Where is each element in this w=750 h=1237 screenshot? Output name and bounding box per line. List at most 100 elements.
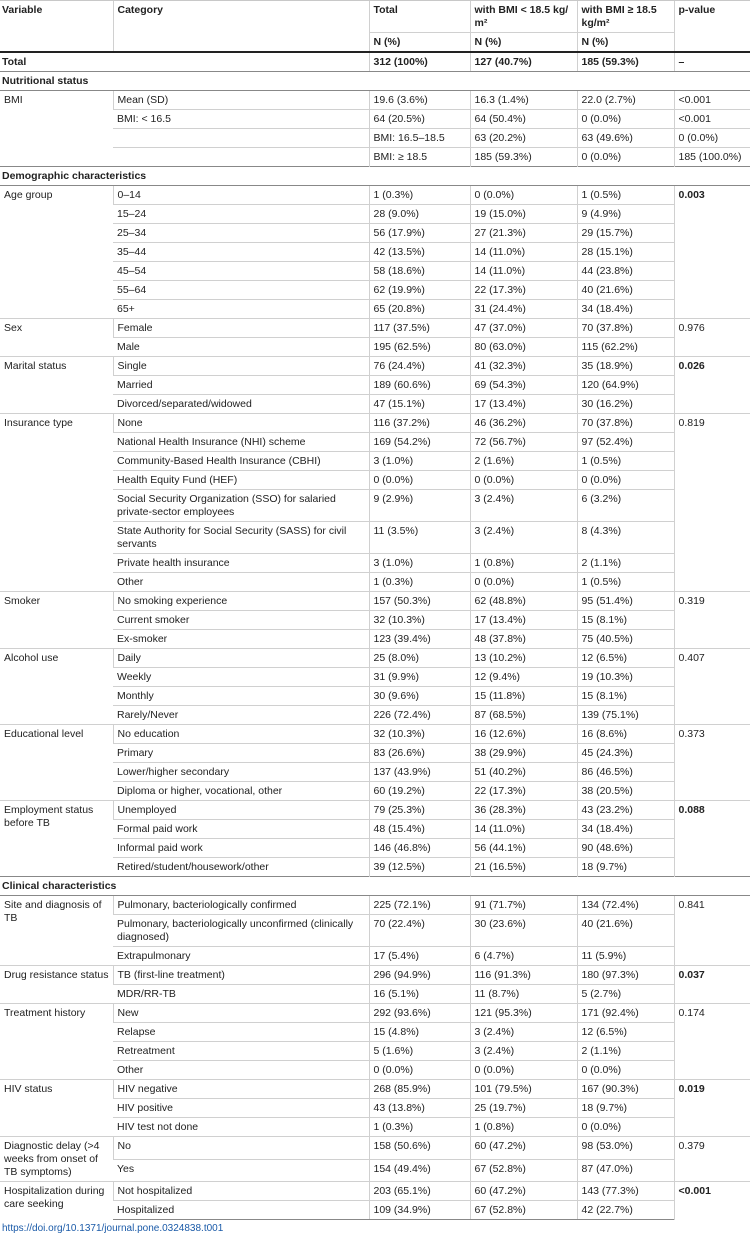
category-cell: Other	[113, 1060, 369, 1080]
bmi-low-cell: 38 (29.9%)	[469, 743, 577, 763]
bmi-high-cell: 40 (21.6%)	[576, 280, 674, 300]
total-cell: 268 (85.9%)	[368, 1079, 470, 1099]
bmi-low-cell: 47 (37.0%)	[469, 318, 577, 338]
table-row: 35–44 42 (13.5%) 14 (11.0%) 28 (15.1%)	[0, 242, 750, 262]
table-row: Weekly 31 (9.9%) 12 (9.4%) 19 (10.3%)	[0, 667, 750, 687]
category-cell: Weekly	[113, 667, 369, 687]
bmi-low-cell: 27 (21.3%)	[469, 223, 577, 243]
bmi-high-cell: 180 (97.3%)	[576, 965, 674, 985]
bmi-low-cell: 116 (91.3%)	[469, 965, 577, 985]
doi-link[interactable]: https://doi.org/10.1371/journal.pone.032…	[2, 1223, 224, 1234]
category-cell: Health Equity Fund (HEF)	[113, 470, 369, 490]
bmi-high-cell: 120 (64.9%)	[576, 375, 674, 395]
header-n-pct: N (%)	[469, 32, 577, 52]
table-row: Rarely/Never 226 (72.4%) 87 (68.5%) 139 (75…	[0, 705, 750, 725]
total-cell: 60 (19.2%)	[368, 781, 470, 801]
category-cell: New	[112, 1003, 369, 1023]
variable-name: Diagnostic delay (>4 weeks from onset of…	[0, 1136, 113, 1182]
total-cell: BMI: ≥ 18.5	[368, 147, 470, 167]
total-cell: 11 (3.5%)	[368, 521, 470, 554]
variable-name: Alcohol use	[0, 648, 113, 725]
total-cell: 32 (10.3%)	[368, 724, 470, 744]
pvalue-cell: 0.976	[673, 318, 750, 357]
bmi-low-cell: 67 (52.8%)	[469, 1200, 577, 1220]
pvalue-cell: 0.379	[673, 1136, 750, 1182]
bmi-low-cell: 67 (52.8%)	[469, 1158, 577, 1182]
bmi-high-cell: 90 (48.6%)	[576, 838, 674, 858]
bmi-low-cell: 60 (47.2%)	[469, 1136, 577, 1159]
bmi-high-cell: 5 (2.7%)	[576, 984, 674, 1004]
table-row: Alcohol use Daily 25 (8.0%) 13 (10.2%) 12 (6…	[0, 648, 750, 725]
table-row: Male 195 (62.5%) 80 (63.0%) 115 (62.2%)	[0, 337, 750, 357]
bmi-low-cell: 91 (71.7%)	[469, 895, 577, 915]
category-cell: 35–44	[113, 242, 369, 262]
category-cell	[113, 128, 369, 148]
bmi-high-cell: 134 (72.4%)	[576, 895, 674, 915]
bmi-low-cell: 2 (1.6%)	[469, 451, 577, 471]
bmi-low-cell: 0 (0.0%)	[469, 470, 577, 490]
category-cell: 0–14	[112, 185, 369, 205]
total-cell: BMI: 16.5–18.5	[368, 128, 470, 148]
bmi-high-cell: 2 (1.1%)	[576, 1041, 674, 1061]
bmi-low-cell: 17 (13.4%)	[469, 394, 577, 414]
total-cell: 30 (9.6%)	[368, 686, 470, 706]
category-cell: No education	[112, 724, 369, 744]
bmi-high-cell: 1 (0.5%)	[576, 451, 674, 471]
table-row: Community-Based Health Insurance (CBHI) 3…	[0, 451, 750, 471]
table-row: Extrapulmonary 17 (5.4%) 6 (4.7%) 11 (5.9%)	[0, 946, 750, 966]
total-cell: 42 (13.5%)	[368, 242, 470, 262]
table-row: Monthly 30 (9.6%) 15 (11.8%) 15 (8.1%)	[0, 686, 750, 706]
bmi-low-cell: 17 (13.4%)	[469, 610, 577, 630]
category-cell: Private health insurance	[113, 553, 369, 573]
total-cell: 154 (49.4%)	[368, 1158, 470, 1182]
category-cell: Relapse	[113, 1022, 369, 1042]
table-row: Site and diagnosis of TB Pulmonary, bacte…	[0, 895, 750, 966]
table-row: Hospitalization during care seeking Not h…	[0, 1181, 750, 1220]
variable-name: Smoker	[0, 591, 113, 649]
table-row: BMI: < 16.5 64 (20.5%) 64 (50.4%) 0 (0.0%) <…	[0, 109, 750, 129]
bmi-high-cell: 34 (18.4%)	[576, 819, 674, 839]
category-cell: Daily	[112, 648, 369, 668]
bmi-high-cell: 0 (0.0%)	[576, 109, 674, 129]
table-row: BMI: ≥ 18.5 185 (59.3%) 0 (0.0%) 185 (100.0…	[0, 147, 750, 167]
category-cell: TB (first-line treatment)	[112, 965, 369, 985]
bmi-high-cell: 1 (0.5%)	[576, 572, 674, 592]
bmi-high-cell: 97 (52.4%)	[576, 432, 674, 452]
table-row: Retired/student/housework/other 39 (12.5%…	[0, 857, 750, 877]
bmi-high-cell: 171 (92.4%)	[576, 1003, 674, 1023]
variable-name: Educational level	[0, 724, 113, 801]
bmi-low-cell: 62 (48.8%)	[469, 591, 577, 611]
bmi-low-cell: 31 (24.4%)	[469, 299, 577, 319]
total-cell: 16 (5.1%)	[368, 984, 470, 1004]
bmi-high-cell: 12 (6.5%)	[576, 648, 674, 668]
variable-name: Site and diagnosis of TB	[0, 895, 113, 966]
category-cell: None	[112, 413, 369, 433]
header-sub-row: N (%) N (%) N (%)	[0, 32, 750, 52]
table-row: Smoker No smoking experience 157 (50.3%) 62…	[0, 591, 750, 649]
pvalue-cell: 0.019	[673, 1079, 750, 1137]
header-variable: Variable	[0, 0, 113, 52]
total-cell: 137 (43.9%)	[368, 762, 470, 782]
pvalue-cell: 0.026	[673, 356, 750, 414]
bmi-low-cell: 12 (9.4%)	[469, 667, 577, 687]
total-cell: 158 (50.6%)	[368, 1136, 470, 1159]
total-cell: 1 (0.3%)	[368, 185, 470, 205]
bmi-high-cell: 43 (23.2%)	[576, 800, 674, 820]
table-row: 25–34 56 (17.9%) 27 (21.3%) 29 (15.7%)	[0, 223, 750, 243]
table-row: Treatment history New 292 (93.6%) 121 (95.3…	[0, 1003, 750, 1080]
category-cell: MDR/RR-TB	[113, 984, 369, 1004]
category-cell: Single	[112, 356, 369, 376]
bmi-high-cell: 167 (90.3%)	[576, 1079, 674, 1099]
total-cell: 5 (1.6%)	[368, 1041, 470, 1061]
table-row: Hospitalized 109 (34.9%) 67 (52.8%) 42 (22.…	[0, 1200, 750, 1220]
bmi-low-cell: 69 (54.3%)	[469, 375, 577, 395]
bmi-high-cell: 0 (0.0%)	[576, 147, 674, 167]
bmi-low-cell: 22 (17.3%)	[469, 280, 577, 300]
bmi-high-cell: 15 (8.1%)	[576, 610, 674, 630]
table-row: MDR/RR-TB 16 (5.1%) 11 (8.7%) 5 (2.7%)	[0, 984, 750, 1004]
total-cell: 64 (20.5%)	[368, 109, 470, 129]
bmi-high-cell: 29 (15.7%)	[576, 223, 674, 243]
variable-name: Employment status before TB	[0, 800, 113, 877]
category-cell: Diploma or higher, vocational, other	[113, 781, 369, 801]
bmi-high-cell: 95 (51.4%)	[576, 591, 674, 611]
